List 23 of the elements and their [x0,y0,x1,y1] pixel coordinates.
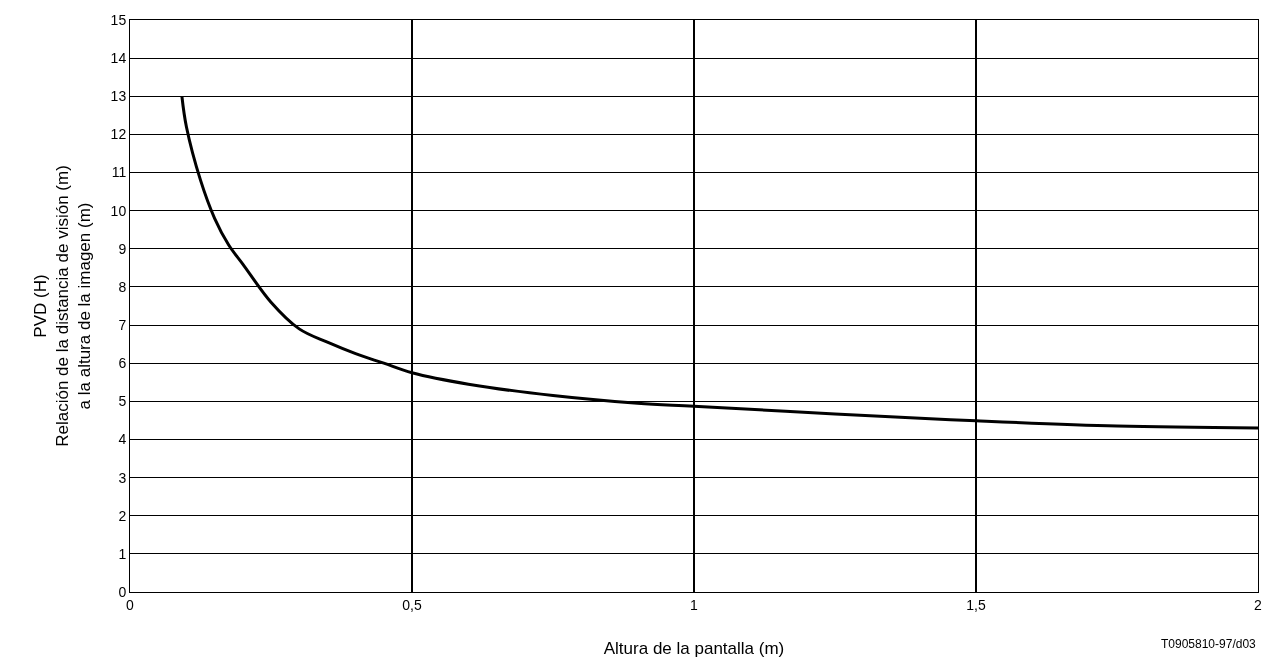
y-tick-label: 11 [111,164,127,181]
x-tick-label: 1,5 [966,596,986,613]
y-tick-label: 5 [118,393,127,410]
y-tick-label: 7 [118,316,127,333]
y-tick-label: 14 [110,50,127,67]
y-tick-label: 3 [118,469,127,486]
y-tick-label: 2 [118,507,127,524]
y-tick-label: 4 [118,431,127,448]
text: T0905810-97/d03 [1161,637,1257,651]
x-tick-label: 1 [690,596,699,613]
x-tick-label: 2 [1254,596,1263,613]
y-tick-label: 6 [118,355,127,372]
y-tick-label: 9 [118,240,127,257]
y-tick-label: 15 [110,11,127,28]
y-axis-title: PVD (H) Relación de la distancia de visión (m) a la altura de la imagen (m) [30,165,95,447]
y-tick-label: 13 [110,88,127,105]
y-tick-label: 1 [118,545,127,562]
y-tick-label: 8 [118,278,127,295]
x-axis-title: Altura de la pantalla (m) [603,639,785,659]
x-tick-label: 0,5 [402,596,422,613]
y-tick-label: 0 [118,583,127,600]
y-tick-label: 12 [110,126,127,143]
y-tick-label: 10 [110,202,127,219]
